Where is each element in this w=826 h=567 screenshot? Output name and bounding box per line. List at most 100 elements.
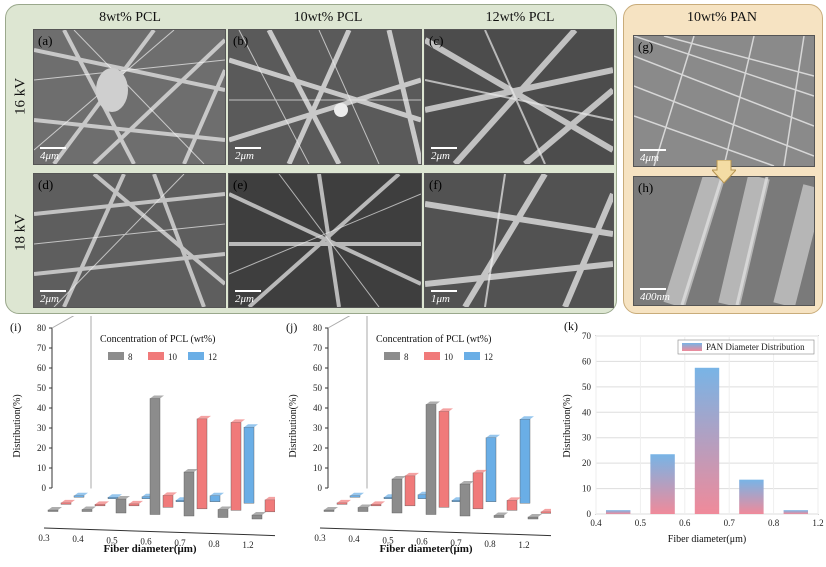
bar-top	[48, 507, 62, 510]
legend-item: 10	[168, 352, 178, 362]
bar	[162, 495, 174, 508]
scale-bar-a	[40, 147, 66, 149]
bar-top	[460, 481, 474, 484]
bar	[438, 411, 450, 508]
legend-item: 8	[128, 352, 133, 362]
legend-item: 12	[484, 352, 493, 362]
bar	[370, 504, 382, 507]
bar	[209, 495, 221, 502]
scale-bar-h	[640, 288, 666, 290]
y-tick-label: 0	[587, 509, 592, 519]
scale-bar-b	[235, 147, 261, 149]
bar	[605, 510, 631, 514]
x-tick-label: 1.2	[812, 518, 823, 528]
legend-swatch	[188, 352, 204, 360]
scale-bar-d	[40, 290, 66, 292]
legend-box	[677, 339, 815, 355]
y-tick-label: 50	[37, 383, 47, 393]
x-tick-label: 0.8	[484, 539, 496, 549]
y-tick-label: 20	[37, 443, 47, 453]
y-tick-label: 50	[313, 383, 323, 393]
sem-image-c: (c) 2μm	[424, 29, 614, 165]
bar	[540, 511, 551, 514]
x-tick-label: 0.4	[72, 534, 84, 544]
scale-bar-f	[431, 290, 457, 292]
fiber-texture	[634, 36, 814, 166]
x-axis-label: Fiber diameter(μm)	[103, 543, 196, 555]
bar-top	[61, 499, 75, 503]
y-tick-label: 30	[313, 423, 323, 433]
top-edge-line	[51, 316, 75, 329]
panel-label-f: (f)	[429, 177, 442, 192]
bar	[404, 475, 416, 507]
bar	[47, 509, 59, 512]
bar	[650, 454, 675, 514]
x-tick-label: 0.5	[106, 535, 118, 545]
fiber-texture	[425, 174, 613, 307]
bar-top	[129, 500, 143, 504]
column-title-8wt-pcl: 8wt% PCL	[99, 10, 161, 25]
bar-top	[184, 469, 198, 472]
x-axis-line	[319, 527, 551, 537]
bar-top	[392, 476, 406, 479]
bar	[81, 509, 93, 512]
bar-top	[337, 499, 351, 503]
y-tick-label: 40	[582, 407, 592, 417]
legend-item: 10	[444, 352, 454, 362]
y-tick-label: 60	[313, 363, 323, 373]
legend-swatch	[384, 352, 400, 360]
x-tick-label: 0.8	[768, 518, 780, 528]
bar	[694, 367, 720, 514]
legend-swatch	[148, 352, 164, 360]
row-label-16kv: 16 kV	[12, 77, 29, 116]
y-tick-label: 60	[582, 356, 592, 366]
bar-top	[95, 501, 109, 505]
bar	[323, 509, 335, 512]
bar	[425, 404, 437, 515]
bar	[149, 398, 161, 515]
bar-top	[108, 494, 122, 498]
legend-title: Concentration of PCL (wt%)	[100, 334, 215, 345]
bar	[183, 471, 195, 517]
x-tick-label: 0.4	[348, 534, 360, 544]
scale-text-e: 2μm	[235, 293, 254, 305]
bar-top	[358, 504, 372, 508]
bar-top	[218, 506, 232, 510]
fiber-texture	[229, 174, 421, 307]
y-tick-label: 10	[313, 463, 323, 473]
panel-label: (i)	[10, 320, 21, 334]
y-tick-label: 70	[313, 343, 323, 353]
bar-top	[426, 401, 440, 405]
scale-text-b: 2μm	[235, 150, 254, 162]
y-tick-label: 40	[313, 403, 323, 413]
sem-image-g: (g) 4μm	[633, 35, 815, 167]
y-tick-label: 20	[313, 443, 323, 453]
y-tick-label: 30	[582, 433, 592, 443]
y-tick-label: 60	[37, 363, 47, 373]
panel-label: (j)	[286, 320, 297, 334]
legend-swatch	[424, 352, 440, 360]
x-axis-label: Fiber diameter(μm)	[379, 543, 472, 555]
x-tick-label: 0.3	[314, 533, 326, 543]
fiber-texture	[425, 30, 613, 164]
x-tick-label: 0.3	[38, 533, 50, 543]
sem-image-f: (f) 1μm	[424, 173, 614, 308]
scale-bar-e	[235, 290, 261, 292]
fiber-texture	[34, 30, 225, 164]
legend-item: 8	[404, 352, 409, 362]
down-arrow-icon	[712, 160, 736, 184]
bar	[230, 422, 242, 511]
bar-top	[439, 408, 453, 412]
bar	[349, 495, 361, 498]
bar	[527, 516, 539, 520]
x-tick-label: 0.6	[416, 537, 428, 547]
y-tick-label: 50	[582, 382, 592, 392]
scale-text-h: 400nm	[640, 291, 670, 303]
column-title-10wt-pan: 10wt% PAN	[687, 10, 757, 25]
bar-top	[520, 416, 534, 420]
fiber-texture	[229, 30, 421, 164]
y-tick-label: 30	[37, 423, 47, 433]
bar	[459, 483, 471, 517]
panel-label-e: (e)	[233, 177, 248, 192]
y-tick-label: 20	[582, 458, 592, 468]
